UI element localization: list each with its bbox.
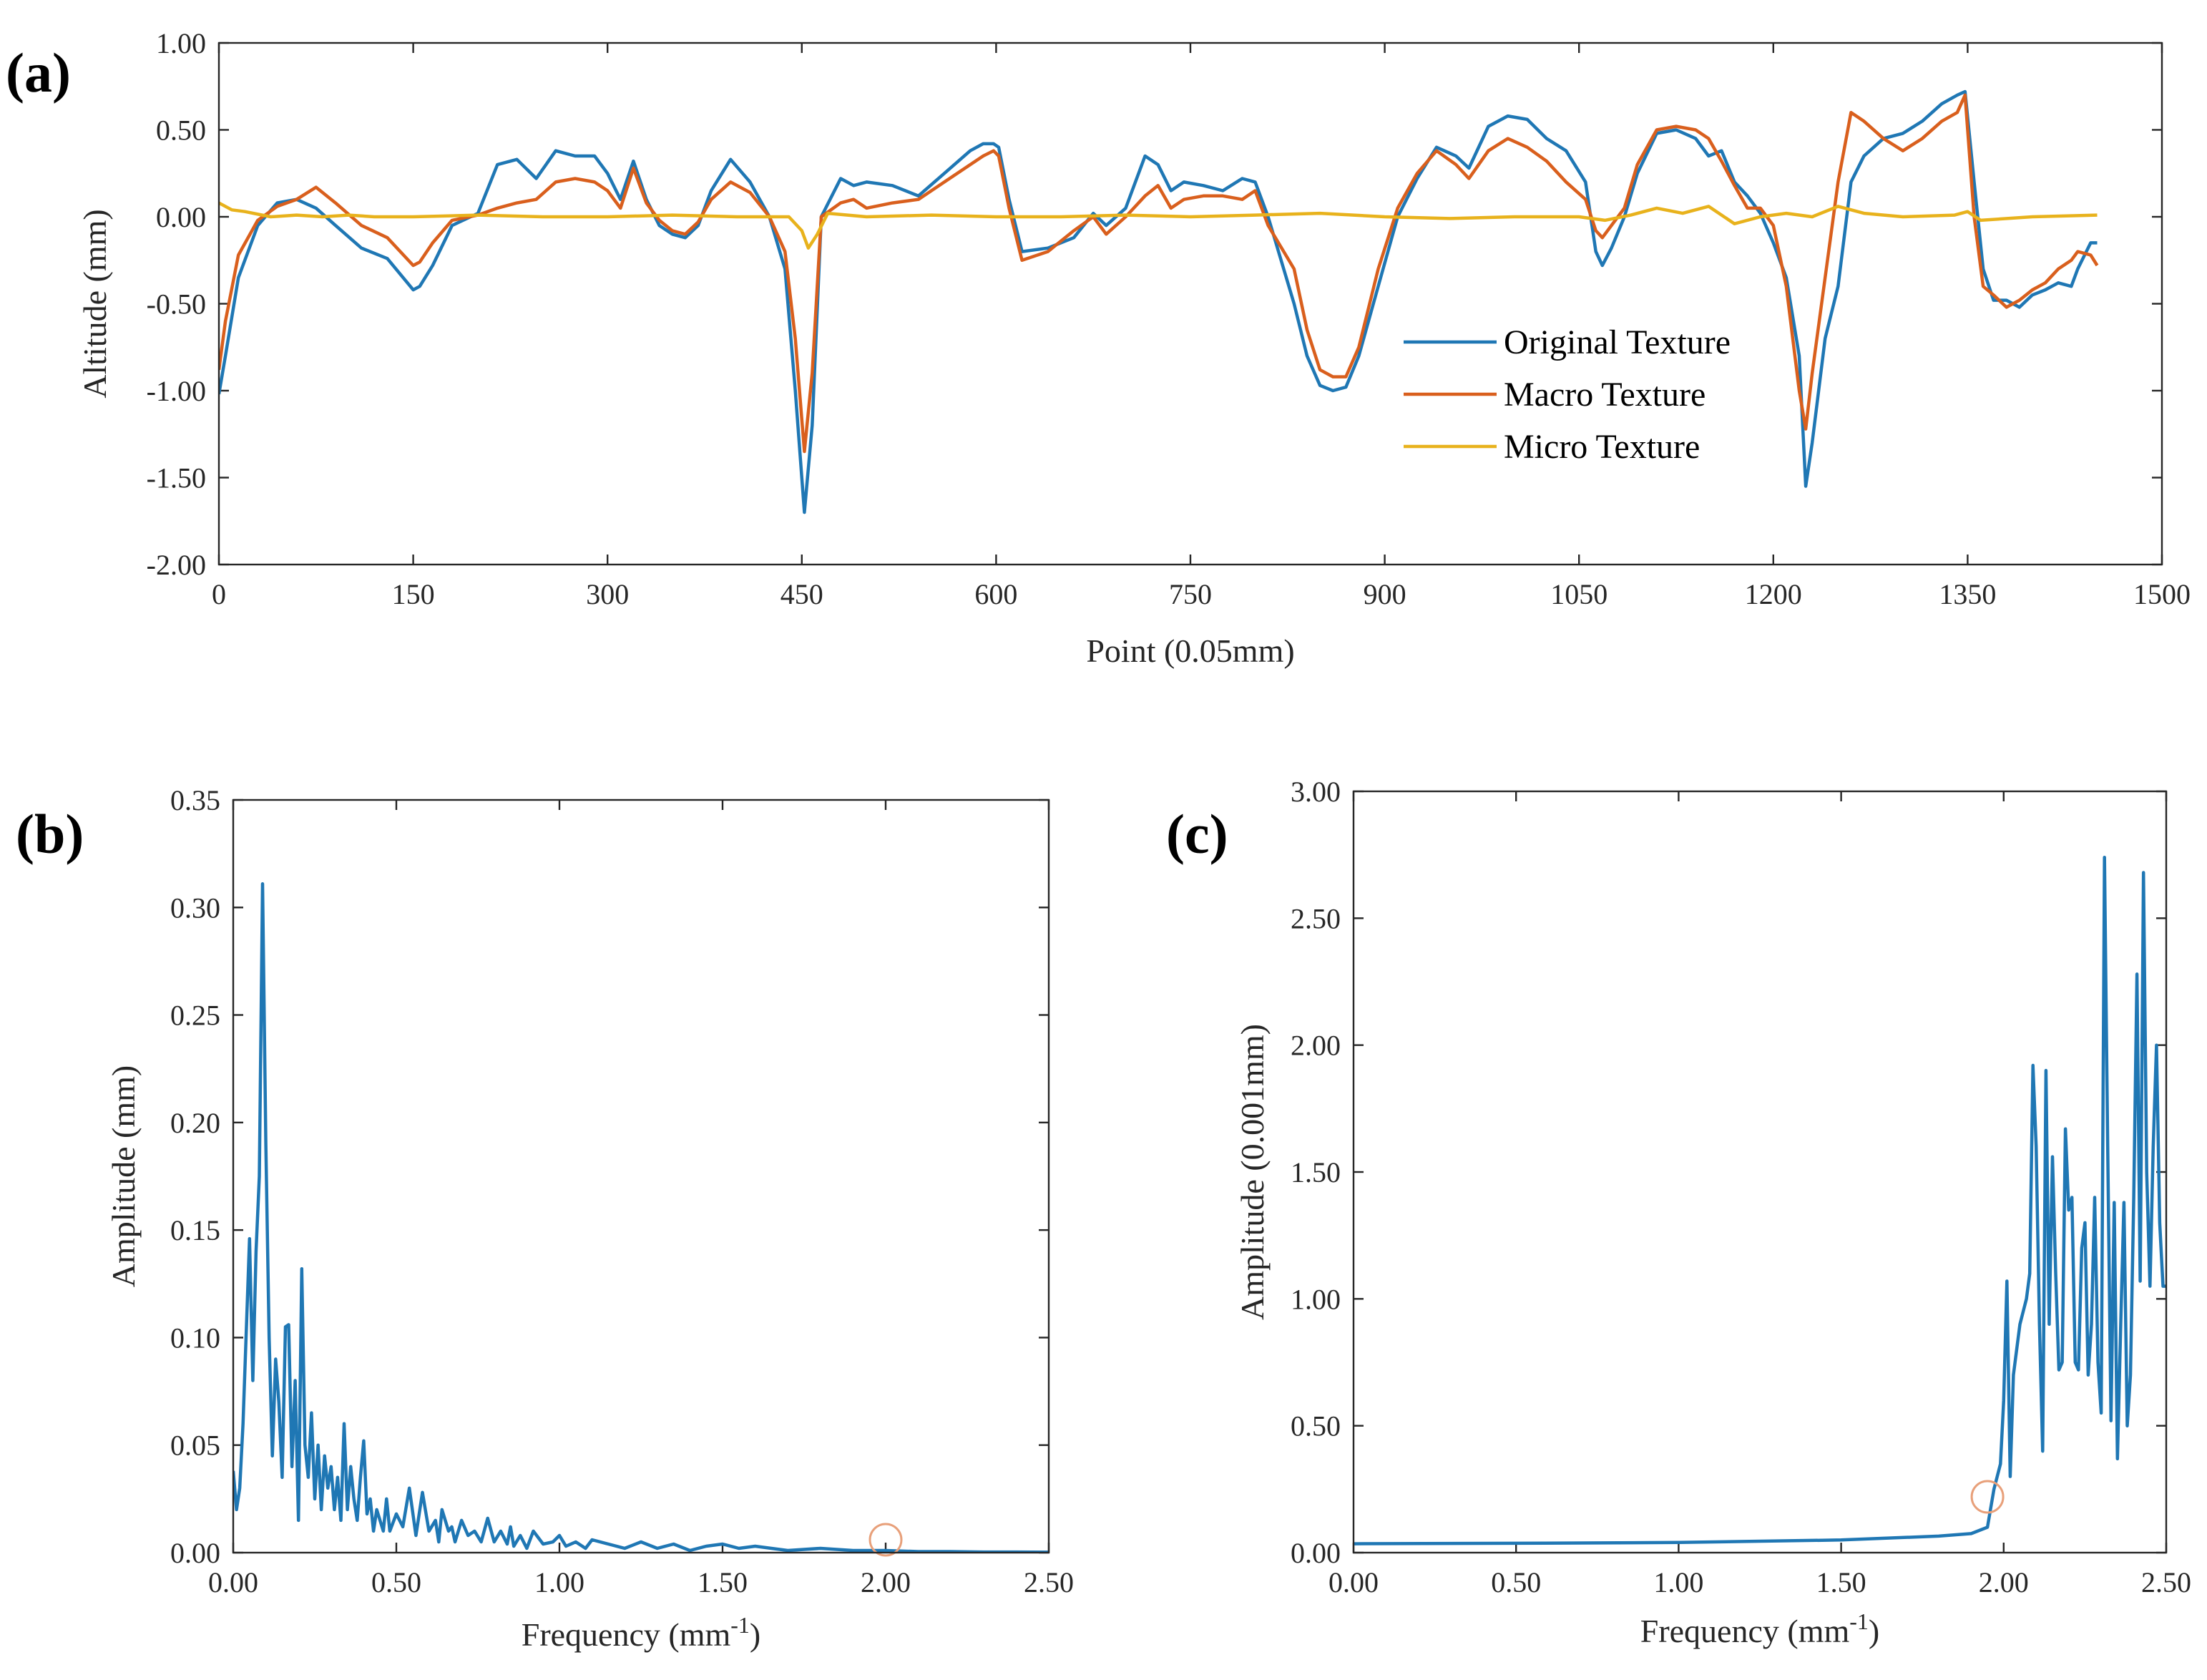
plot-frame: [232, 799, 1050, 1554]
x-tick-label: 0.00: [208, 1566, 258, 1598]
y-tick-label: 3.00: [1291, 776, 1341, 808]
legend-label: Macro Texture: [1504, 376, 1706, 414]
x-tick-label: 750: [1169, 578, 1212, 610]
y-tick-label: 2.50: [1291, 902, 1341, 934]
y-tick-label: -1.50: [147, 462, 206, 494]
x-tick-label: 1500: [2133, 578, 2191, 610]
x-tick-label: 300: [586, 578, 629, 610]
y-axis-title: Amplitude (0.001mm): [1234, 1024, 1271, 1320]
panel-b: (b) 0.00 0.50 1.00 1.50 2.00 2.50 0.00 0.05 0.10 0…: [16, 784, 1074, 1653]
plot-frame: [217, 41, 2163, 566]
x-axis-title: Frequency (mm-1): [1640, 1608, 1880, 1649]
x-tick-label: 0: [212, 578, 226, 610]
y-tick-label: 1.00: [1291, 1283, 1341, 1315]
panel-c: (c) 0.00 0.50 1.00 1.50 2.00 2.50 0.00 0.50 1.00 1…: [1166, 776, 2191, 1649]
y-tick-label: 0.50: [1291, 1410, 1341, 1442]
x-tick-label: 0.50: [371, 1566, 421, 1598]
highlight-circle-marker: [868, 1523, 903, 1557]
plot-frame: [1352, 790, 2168, 1554]
x-tick-label: 2.00: [1979, 1566, 2029, 1598]
x-tick-label: 1.00: [534, 1566, 584, 1598]
x-tick-label: 1.50: [698, 1566, 748, 1598]
y-tick-label: 0.50: [156, 114, 206, 147]
highlight-circle-marker: [1970, 1480, 2005, 1514]
x-axis-title-sup: -1: [730, 1612, 750, 1638]
panel-label: (b): [16, 803, 84, 865]
y-tick-label: 0.00: [170, 1537, 220, 1569]
x-tick-label: 0.50: [1491, 1566, 1541, 1598]
y-tick-label: -0.50: [147, 288, 206, 321]
x-axis-title-sup: -1: [1849, 1608, 1869, 1634]
x-tick-label: 450: [780, 578, 823, 610]
x-tick-label: 1350: [1939, 578, 1996, 610]
legend-label: Original Texture: [1504, 323, 1731, 361]
panel-label: (a): [6, 41, 71, 104]
x-tick-label: 2.50: [2141, 1566, 2191, 1598]
x-axis-title: Frequency (mm-1): [522, 1612, 761, 1653]
x-tick-label: 2.50: [1024, 1566, 1074, 1598]
x-axis-title: Point (0.05mm): [1086, 633, 1294, 669]
series-line-amplitude-spectrum: [1354, 855, 2166, 1545]
y-tick-label: 0.30: [170, 892, 220, 924]
y-tick-label: -2.00: [147, 549, 206, 581]
x-axis-title-main: Frequency (mm: [522, 1616, 731, 1653]
y-tick-label: 0.20: [170, 1107, 220, 1139]
y-tick-label: 1.00: [156, 27, 206, 59]
y-tick-label: 0.05: [170, 1430, 220, 1462]
series-line-amplitude-spectrum: [233, 881, 1049, 1553]
y-axis-title: Amplitude (mm): [105, 1065, 142, 1287]
x-axis-title-main: Frequency (mm: [1640, 1613, 1850, 1649]
x-tick-label: 900: [1364, 578, 1406, 610]
x-tick-label: 2.00: [861, 1566, 911, 1598]
series-line-original-texture: [219, 89, 2098, 514]
panel-a: (a) 0 150 300 450 600 750 900 1050 1200 1350 1500 1.…: [6, 27, 2191, 669]
x-tick-label: 1.00: [1653, 1566, 1703, 1598]
x-tick-label: 1.50: [1816, 1566, 1866, 1598]
x-tick-label: 1050: [1550, 578, 1607, 610]
y-tick-label: 0.00: [156, 201, 206, 233]
x-axis-title-end: ): [750, 1616, 760, 1653]
x-tick-label: 0.00: [1328, 1566, 1379, 1598]
panel-label: (c): [1166, 803, 1228, 865]
x-tick-label: 1200: [1745, 578, 1802, 610]
x-tick-label: 150: [392, 578, 435, 610]
series-line-macro-texture: [219, 93, 2099, 454]
x-axis-title-end: ): [1869, 1613, 1879, 1649]
y-tick-label: 0.25: [170, 1000, 220, 1032]
x-tick-label: 600: [974, 578, 1017, 610]
legend-label: Micro Texture: [1504, 428, 1700, 466]
series-line-micro-texture: [219, 201, 2098, 250]
y-tick-label: 0.00: [1291, 1537, 1341, 1569]
y-tick-label: 0.15: [170, 1214, 220, 1246]
y-tick-label: -1.00: [147, 375, 206, 407]
y-axis-title: Altitude (mm): [77, 209, 113, 398]
y-tick-label: 0.10: [170, 1322, 220, 1354]
y-tick-label: 2.00: [1291, 1030, 1341, 1062]
y-tick-label: 0.35: [170, 784, 220, 816]
y-tick-label: 1.50: [1291, 1156, 1341, 1188]
